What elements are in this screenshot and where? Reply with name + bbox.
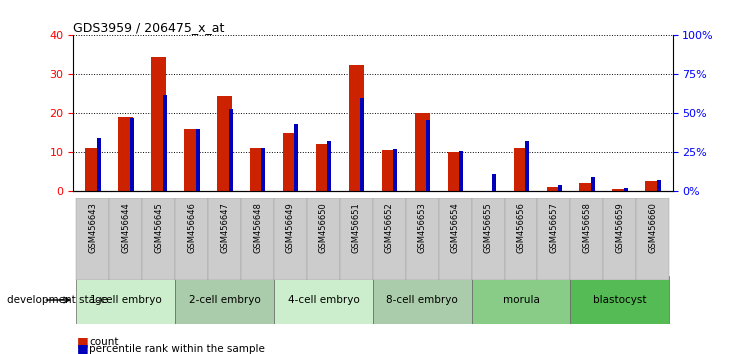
Bar — [603, 198, 636, 280]
Bar — [373, 198, 406, 280]
Bar — [414, 113, 430, 191]
Bar — [504, 198, 537, 280]
Bar — [492, 174, 496, 191]
Text: count: count — [89, 337, 118, 347]
Bar — [217, 96, 232, 191]
Text: GSM456645: GSM456645 — [154, 202, 163, 253]
Text: GSM456659: GSM456659 — [616, 202, 624, 253]
Text: GSM456648: GSM456648 — [253, 202, 262, 253]
Text: development stage: development stage — [7, 295, 108, 305]
Text: 2-cell embryo: 2-cell embryo — [189, 295, 260, 305]
Bar — [262, 148, 265, 191]
Text: GSM456655: GSM456655 — [484, 202, 493, 253]
Bar — [439, 198, 471, 280]
Bar — [360, 98, 364, 191]
Bar — [656, 180, 661, 191]
Text: percentile rank within the sample: percentile rank within the sample — [89, 344, 265, 354]
Text: morula: morula — [503, 295, 539, 305]
Bar — [340, 198, 373, 280]
Bar — [151, 57, 166, 191]
Bar — [349, 64, 364, 191]
Bar — [250, 148, 265, 191]
Bar — [196, 129, 200, 191]
Text: GSM456644: GSM456644 — [121, 202, 130, 253]
Text: ■: ■ — [77, 342, 88, 354]
Bar — [229, 109, 232, 191]
Bar — [570, 276, 669, 324]
Bar — [547, 187, 561, 191]
Bar — [558, 185, 562, 191]
Bar — [327, 141, 331, 191]
Bar — [274, 198, 307, 280]
Bar — [471, 198, 504, 280]
Bar — [143, 198, 175, 280]
Bar — [175, 198, 208, 280]
Bar — [184, 129, 199, 191]
Bar — [283, 133, 298, 191]
Bar — [110, 198, 143, 280]
Text: ■: ■ — [77, 335, 88, 348]
Bar — [624, 188, 628, 191]
Bar — [307, 198, 340, 280]
Bar — [118, 117, 133, 191]
Bar — [316, 144, 331, 191]
Text: GDS3959 / 206475_x_at: GDS3959 / 206475_x_at — [73, 21, 224, 34]
Text: GSM456660: GSM456660 — [648, 202, 657, 253]
Text: GSM456657: GSM456657 — [550, 202, 558, 253]
Bar — [295, 124, 298, 191]
Bar — [96, 138, 101, 191]
Text: blastocyst: blastocyst — [593, 295, 647, 305]
Bar — [274, 276, 373, 324]
Bar — [636, 198, 669, 280]
Bar — [393, 149, 397, 191]
Text: 4-cell embryo: 4-cell embryo — [287, 295, 359, 305]
Text: GSM456658: GSM456658 — [583, 202, 591, 253]
Bar — [447, 152, 463, 191]
Bar — [208, 198, 241, 280]
Bar — [537, 198, 570, 280]
Bar — [129, 118, 134, 191]
Text: GSM456643: GSM456643 — [88, 202, 97, 253]
Bar — [580, 183, 594, 191]
Text: GSM456653: GSM456653 — [417, 202, 427, 253]
Bar — [373, 276, 471, 324]
Bar — [406, 198, 439, 280]
Bar — [591, 177, 595, 191]
Bar — [175, 276, 274, 324]
Text: 8-cell embryo: 8-cell embryo — [387, 295, 458, 305]
Text: 1-cell embryo: 1-cell embryo — [90, 295, 162, 305]
Bar — [514, 148, 529, 191]
Bar — [426, 120, 430, 191]
Bar — [77, 276, 175, 324]
Bar — [86, 148, 100, 191]
Text: GSM456652: GSM456652 — [385, 202, 394, 253]
Bar — [525, 141, 529, 191]
Bar — [645, 181, 660, 191]
Bar — [163, 95, 167, 191]
Text: GSM456656: GSM456656 — [517, 202, 526, 253]
Bar — [241, 198, 274, 280]
Bar — [471, 276, 570, 324]
Text: GSM456654: GSM456654 — [450, 202, 460, 253]
Text: GSM456650: GSM456650 — [319, 202, 328, 253]
Bar — [77, 198, 110, 280]
Bar — [382, 150, 397, 191]
Bar — [613, 189, 627, 191]
Bar — [459, 151, 463, 191]
Text: GSM456651: GSM456651 — [352, 202, 361, 253]
Bar — [570, 198, 603, 280]
Text: GSM456647: GSM456647 — [220, 202, 229, 253]
Text: GSM456649: GSM456649 — [286, 202, 295, 253]
Text: GSM456646: GSM456646 — [187, 202, 196, 253]
